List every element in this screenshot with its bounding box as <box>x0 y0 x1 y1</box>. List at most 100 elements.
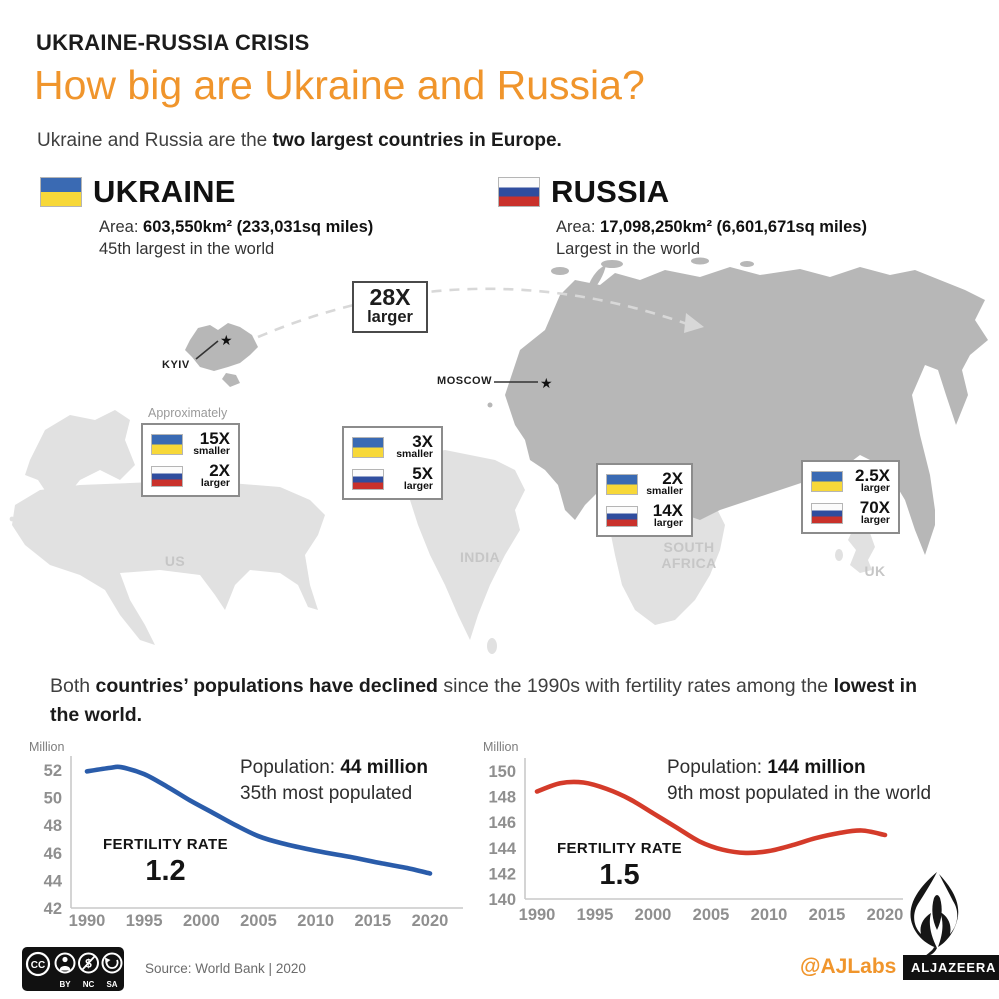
svg-text:2010: 2010 <box>297 912 334 930</box>
fertility-value: 1.2 <box>145 855 186 887</box>
ukraine-flag-icon <box>352 436 384 458</box>
aljazeera-logo-icon <box>910 872 959 956</box>
ratio-value: 5X <box>412 464 433 484</box>
russia-area: Area: 17,098,250km² (6,601,671sq miles) … <box>556 216 867 261</box>
ukraine-flag-icon <box>151 433 183 455</box>
aljazeera-wordmark: ALJAZEERA <box>903 955 999 980</box>
svg-text:144: 144 <box>488 840 516 858</box>
comparison-box-uk: 2.5X larger 70X larger <box>801 460 900 535</box>
subtitle: Ukraine and Russia are the two largest c… <box>37 130 562 151</box>
russia-flag-icon <box>352 468 384 490</box>
kaliningrad-silhouette <box>487 402 493 408</box>
comparison-arc <box>257 287 691 339</box>
ukraine-rank: 45th largest in the world <box>99 240 275 259</box>
ratio-word: smaller <box>646 485 683 498</box>
population-prefix: Population: <box>667 757 768 778</box>
source-credit: Source: World Bank | 2020 <box>145 961 306 976</box>
by-label: BY <box>59 980 71 989</box>
ukraine-name: UKRAINE <box>93 174 236 209</box>
ratio-value: 14X <box>652 501 683 521</box>
svg-text:42: 42 <box>44 900 62 918</box>
sa-label: SA <box>106 980 117 989</box>
svg-text:2015: 2015 <box>354 912 391 930</box>
ireland-silhouette <box>835 549 843 561</box>
svg-text:148: 148 <box>488 789 516 807</box>
ukraine-area: Area: 603,550km² (233,031sq miles) 45th … <box>99 216 373 261</box>
ratio-word: larger <box>860 482 890 495</box>
comparison-box-us: 15X smaller 2X larger <box>141 423 240 498</box>
russia-rank: Largest in the world <box>556 240 700 259</box>
svg-text:1995: 1995 <box>126 912 163 930</box>
svg-text:50: 50 <box>44 790 62 808</box>
svg-text:140: 140 <box>488 891 516 909</box>
svg-text:2015: 2015 <box>809 906 846 924</box>
svg-text:2005: 2005 <box>693 906 730 924</box>
kyiv-label: KYIV <box>162 359 190 371</box>
ajlabs-handle[interactable]: @AJLabs <box>800 955 897 978</box>
ratio-word: larger <box>403 480 433 493</box>
cc-icon: CC <box>31 960 45 971</box>
svg-text:44: 44 <box>44 872 63 890</box>
population-rank: 35th most populated <box>240 782 413 804</box>
russia-name: RUSSIA <box>551 174 670 209</box>
svg-text:46: 46 <box>44 845 62 863</box>
comparison-row-ukraine: 2X smaller <box>606 469 683 498</box>
svg-text:2005: 2005 <box>240 912 277 930</box>
svg-text:150: 150 <box>488 763 516 781</box>
comparison-row-russia: 70X larger <box>811 499 890 526</box>
us-map-label: US <box>164 553 186 569</box>
by-person-icon <box>62 956 68 963</box>
cc-license-badge: CC $ BY NC SA <box>22 947 124 991</box>
russia-flag-icon <box>811 502 843 524</box>
comparison-row-russia: 14X larger <box>606 501 683 529</box>
comparison-box-india: 3X smaller 5X larger <box>342 426 443 501</box>
russia-area-label: Area: <box>556 218 601 236</box>
russia-fertility: FERTILITY RATE 1.5 <box>537 840 702 892</box>
svg-text:142: 142 <box>488 865 516 883</box>
ratio-value: 2X <box>209 461 230 481</box>
ukraine-flag-icon <box>811 470 843 492</box>
fertility-label: FERTILITY RATE <box>556 840 683 857</box>
ukraine-map-silhouette <box>185 323 258 387</box>
comparison-row-ukraine: 3X smaller <box>352 432 433 461</box>
comparison-row-ukraine: 2.5X larger <box>811 466 890 495</box>
fertility-value: 1.5 <box>599 859 640 891</box>
nc-label: NC <box>83 980 95 989</box>
approximately-label: Approximately <box>148 406 228 420</box>
ratio-word: smaller <box>396 448 433 461</box>
ukraine-chart-canvas: 52 50 48 46 44 42 1990 1995 2000 2005 2010 2015 2020 <box>44 756 463 930</box>
russia-area-value: 17,098,250km² (6,601,671sq miles) <box>600 218 867 236</box>
svg-text:52: 52 <box>44 762 62 780</box>
ukraine-area-value: 603,550km² (233,031sq miles) <box>143 218 374 236</box>
y-axis-unit-label: Million <box>29 740 65 754</box>
india-map-label: INDIA <box>459 549 501 565</box>
south-africa-map-label: SOUTH AFRICA <box>661 539 717 571</box>
arc-arrowhead-icon <box>684 313 704 333</box>
russia-flag-icon <box>498 177 540 207</box>
ratio-value: 2.5X <box>855 466 890 485</box>
ukraine-fertility: FERTILITY RATE 1.2 <box>83 836 248 888</box>
russia-population-annotation: Population: 144 million 9th most populat… <box>667 755 931 806</box>
svg-text:1995: 1995 <box>577 906 614 924</box>
ukraine-flag-icon <box>606 473 638 495</box>
ratio-value: 3X <box>412 432 433 451</box>
russia-map-silhouette <box>487 257 988 555</box>
russia-population-chart: Million 150 148 146 144 142 140 1990 1995 2000 20… <box>475 738 970 930</box>
uk-map-label: UK <box>864 563 886 579</box>
kicker: UKRAINE-RUSSIA CRISIS <box>36 30 310 55</box>
ratio-value: 2X <box>662 469 683 488</box>
population-prefix: Population: <box>240 757 341 778</box>
svg-text:2000: 2000 <box>635 906 672 924</box>
moscow-star-icon: ★ <box>540 375 553 391</box>
russia-flag-icon <box>606 505 638 527</box>
svg-text:2020: 2020 <box>412 912 449 930</box>
svg-text:1990: 1990 <box>69 912 106 930</box>
comparison-row-ukraine: 15X smaller <box>151 430 230 457</box>
kyiv-star-icon: ★ <box>220 332 233 348</box>
sri-lanka-silhouette <box>487 638 497 654</box>
svg-text:2010: 2010 <box>751 906 788 924</box>
fertility-label: FERTILITY RATE <box>102 836 229 853</box>
page-title: How big are Ukraine and Russia? <box>34 62 645 108</box>
